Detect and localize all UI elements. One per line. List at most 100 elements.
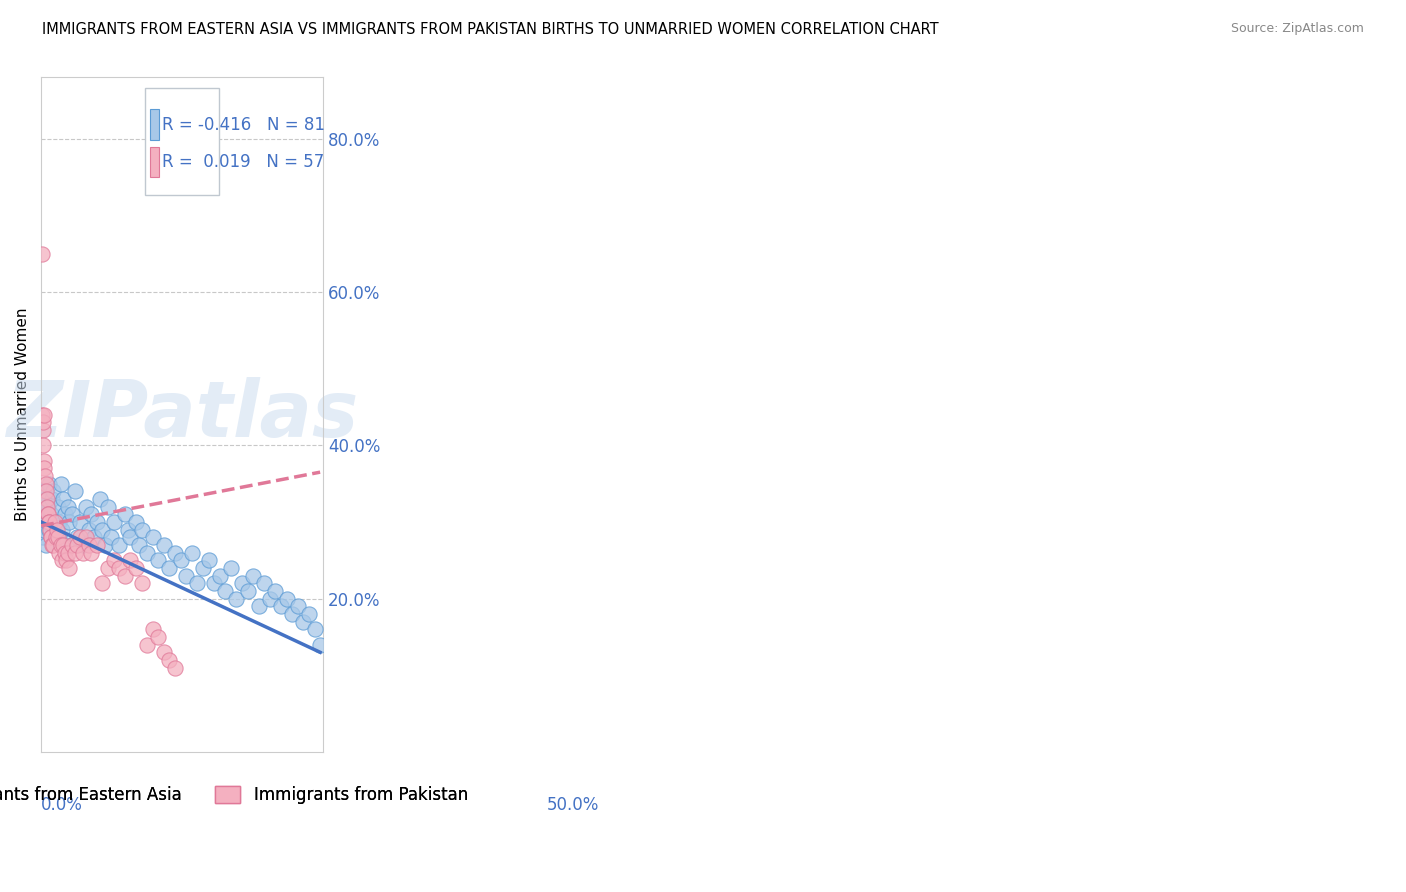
Point — [35, 515, 58, 529]
Point — [35, 491, 58, 506]
Point — [32, 408, 55, 422]
Point — [77, 523, 100, 537]
Point — [39, 530, 62, 544]
Point — [49, 476, 72, 491]
Point — [163, 660, 186, 674]
Point — [58, 515, 80, 529]
Point — [75, 500, 97, 514]
Point — [91, 523, 114, 537]
Point — [83, 530, 105, 544]
Point — [125, 561, 148, 575]
Point — [270, 599, 292, 614]
Point — [60, 508, 83, 522]
Point — [38, 476, 60, 491]
Point — [72, 538, 94, 552]
Point — [51, 523, 73, 537]
Point — [56, 500, 79, 514]
Point — [120, 530, 142, 544]
Point — [35, 491, 58, 506]
Point — [48, 546, 70, 560]
Point — [34, 538, 56, 552]
Point — [97, 500, 120, 514]
Text: IMMIGRANTS FROM EASTERN ASIA VS IMMIGRANTS FROM PAKISTAN BIRTHS TO UNMARRIED WOM: IMMIGRANTS FROM EASTERN ASIA VS IMMIGRAN… — [42, 22, 939, 37]
Point — [34, 461, 56, 475]
Point — [39, 508, 62, 522]
Point — [37, 500, 59, 514]
Point — [153, 645, 176, 659]
Point — [44, 515, 66, 529]
Point — [34, 523, 56, 537]
Point — [31, 246, 53, 260]
Point — [86, 515, 108, 529]
Point — [114, 568, 136, 582]
Point — [281, 607, 304, 621]
Point — [41, 491, 63, 506]
Point — [225, 591, 247, 606]
Point — [153, 538, 176, 552]
Point — [53, 546, 76, 560]
Point — [287, 599, 309, 614]
Point — [31, 515, 53, 529]
Text: ZIPatlas: ZIPatlas — [6, 376, 359, 452]
Point — [86, 538, 108, 552]
FancyBboxPatch shape — [145, 87, 219, 195]
Point — [48, 515, 70, 529]
Point — [180, 546, 202, 560]
Point — [31, 500, 53, 514]
Point — [208, 568, 231, 582]
Point — [32, 484, 55, 499]
Text: Source: ZipAtlas.com: Source: ZipAtlas.com — [1230, 22, 1364, 36]
Point — [38, 523, 60, 537]
Point — [117, 523, 139, 537]
Point — [45, 530, 67, 544]
Point — [42, 538, 65, 552]
Point — [89, 491, 111, 506]
Point — [37, 508, 59, 522]
Point — [169, 553, 191, 567]
Point — [131, 523, 153, 537]
Point — [142, 622, 165, 636]
Point — [186, 576, 208, 591]
Point — [49, 538, 72, 552]
Point — [75, 530, 97, 544]
Point — [114, 508, 136, 522]
Point — [45, 530, 67, 544]
FancyBboxPatch shape — [150, 146, 159, 177]
Point — [39, 523, 62, 537]
Point — [103, 553, 125, 567]
Point — [125, 515, 148, 529]
Point — [51, 553, 73, 567]
Text: R =  0.019   N = 57: R = 0.019 N = 57 — [162, 153, 323, 170]
Point — [45, 523, 67, 537]
Point — [128, 538, 150, 552]
Point — [80, 546, 103, 560]
Point — [77, 538, 100, 552]
Point — [94, 538, 117, 552]
Point — [34, 476, 56, 491]
Point — [31, 415, 53, 429]
Point — [52, 538, 75, 552]
Point — [163, 546, 186, 560]
Point — [55, 553, 77, 567]
Point — [35, 484, 58, 499]
Point — [37, 508, 59, 522]
Point — [304, 622, 326, 636]
Point — [136, 546, 159, 560]
Point — [66, 530, 89, 544]
Point — [108, 538, 131, 552]
Point — [63, 484, 86, 499]
Point — [202, 576, 225, 591]
Point — [100, 530, 122, 544]
Point — [292, 615, 315, 629]
Point — [298, 607, 321, 621]
Point — [31, 423, 53, 437]
Text: 0.0%: 0.0% — [41, 796, 83, 814]
Point — [247, 599, 270, 614]
Text: R = -0.416   N = 81: R = -0.416 N = 81 — [162, 116, 325, 134]
Point — [46, 530, 69, 544]
Point — [159, 653, 181, 667]
Point — [39, 530, 62, 544]
Point — [69, 515, 91, 529]
Point — [42, 484, 65, 499]
Point — [52, 491, 75, 506]
